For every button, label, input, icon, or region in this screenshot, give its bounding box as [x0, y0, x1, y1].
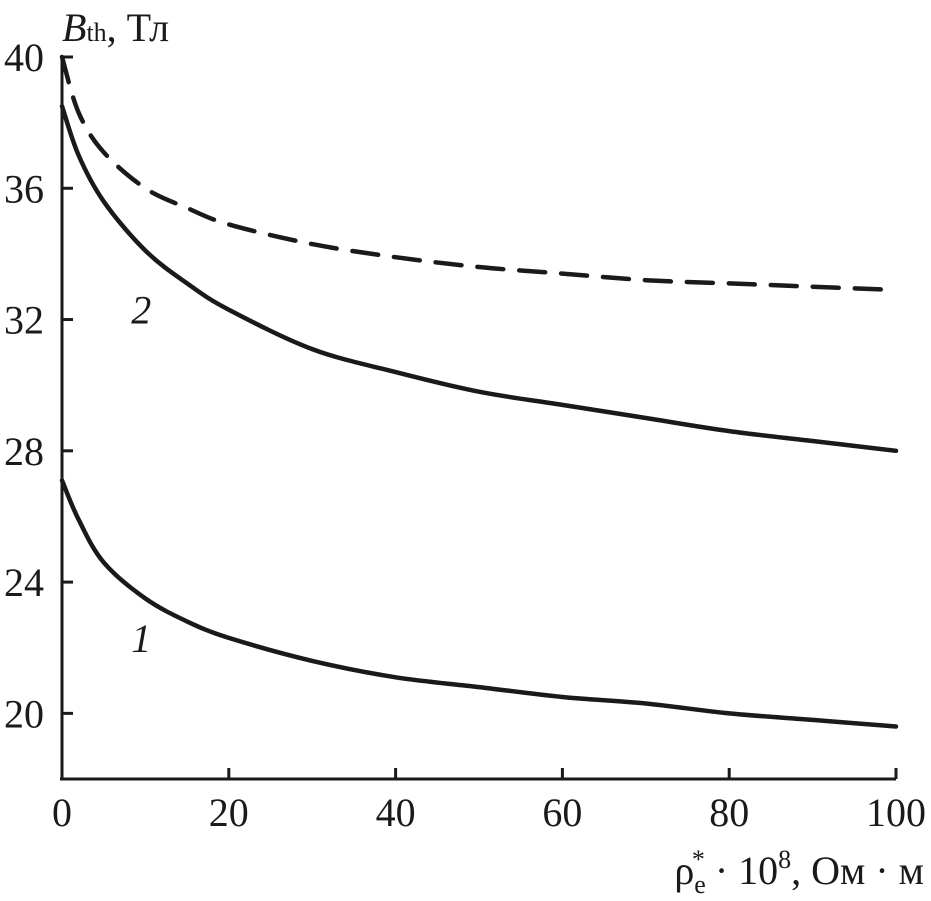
y-tick-label-28: 28: [4, 429, 44, 474]
series-line-2: [59, 103, 899, 454]
y-tick-label-24: 24: [4, 560, 44, 605]
curve-label-2: 2: [131, 288, 151, 333]
y-axis-title-unit: , Тл: [107, 5, 169, 50]
series-line-dashed: [59, 54, 899, 293]
x-tick-label-60: 60: [542, 790, 582, 835]
x-axis-title-subscript: e: [694, 870, 706, 899]
x-axis-title-symbol: ρ: [674, 848, 694, 893]
x-axis-title-superscript: *: [692, 845, 705, 874]
y-tick-label-20: 20: [4, 691, 44, 736]
series: [59, 54, 899, 729]
x-tick-label-80: 80: [709, 790, 749, 835]
x-tick-label-100: 100: [866, 790, 926, 835]
curve-label-1: 1: [131, 616, 151, 661]
axes: [60, 57, 896, 781]
ticks: 0 20 40 60 80 100 20 24 28 32 36 40: [4, 35, 926, 835]
x-axis-title-multiplier: · 10: [705, 848, 778, 893]
x-axis-title: ρe* · 108, Ом · м: [674, 845, 924, 899]
x-tick-label-0: 0: [52, 790, 72, 835]
x-axis-title-unit: , Ом · м: [791, 848, 924, 893]
x-tick-label-20: 20: [209, 790, 249, 835]
x-axis-title-exponent: 8: [778, 845, 791, 874]
y-axis-title-symbol: B: [62, 5, 86, 50]
x-tick-label-40: 40: [376, 790, 416, 835]
y-tick-label-36: 36: [4, 166, 44, 211]
y-tick-label-40: 40: [4, 35, 44, 80]
curve-labels: 12: [131, 288, 151, 661]
y-axis-title: Bth, Тл: [62, 5, 169, 50]
series-line-1: [59, 478, 899, 729]
y-tick-label-32: 32: [4, 298, 44, 343]
y-axis-title-subscript: th: [86, 18, 106, 47]
